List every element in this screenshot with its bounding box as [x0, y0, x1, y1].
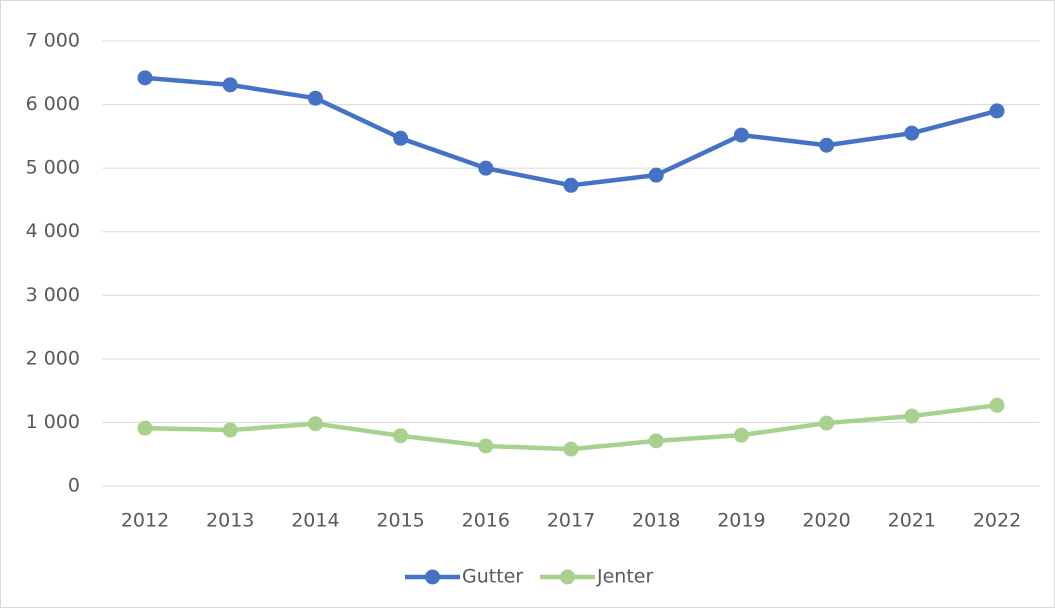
x-tick-label: 2014 [291, 510, 339, 532]
y-tick-label: 0 [68, 475, 80, 497]
x-tick-label: 2020 [802, 510, 850, 532]
x-tick-label: 2015 [376, 510, 424, 532]
data-point [307, 90, 323, 106]
data-point [563, 177, 579, 193]
data-point [137, 70, 153, 86]
data-point [393, 428, 409, 444]
data-point [222, 77, 238, 93]
x-tick-label: 2017 [547, 510, 595, 532]
data-point [989, 103, 1005, 119]
data-point [819, 137, 835, 153]
data-point [307, 416, 323, 432]
data-point [904, 125, 920, 141]
x-tick-label: 2022 [973, 510, 1021, 532]
data-point [478, 160, 494, 176]
x-tick-label: 2018 [632, 510, 680, 532]
data-point [819, 415, 835, 431]
y-tick-label: 3 000 [26, 284, 80, 306]
x-tick-label: 2019 [717, 510, 765, 532]
y-tick-label: 2 000 [26, 347, 80, 369]
data-point [733, 127, 749, 143]
x-tick-label: 2013 [206, 510, 254, 532]
legend-label: Jenter [596, 566, 653, 588]
data-point [648, 167, 664, 183]
y-tick-label: 1 000 [26, 411, 80, 433]
data-point [137, 420, 153, 436]
data-point [904, 408, 920, 424]
data-point [393, 130, 409, 146]
y-tick-label: 7 000 [26, 30, 80, 52]
data-point [989, 397, 1005, 413]
data-point [478, 438, 494, 454]
legend-marker [425, 569, 440, 585]
x-tick-label: 2021 [888, 510, 936, 532]
legend-label: Gutter [462, 566, 523, 588]
data-point [222, 422, 238, 438]
y-tick-label: 5 000 [26, 157, 80, 179]
x-tick-label: 2016 [462, 510, 510, 532]
x-tick-label: 2012 [121, 510, 169, 532]
y-tick-label: 6 000 [26, 93, 80, 115]
y-tick-label: 4 000 [26, 220, 80, 242]
data-point [563, 441, 579, 457]
legend-marker [560, 569, 575, 585]
data-point [733, 427, 749, 443]
data-point [648, 433, 664, 449]
